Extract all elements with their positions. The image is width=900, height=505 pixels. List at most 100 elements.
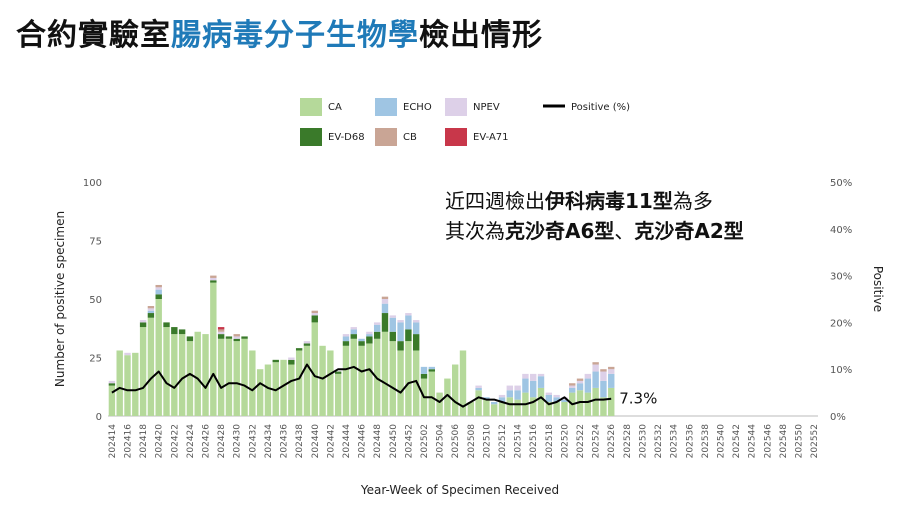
bar-segment-ev-d68 [389,331,396,342]
bar-segment-ca [467,401,475,416]
bar-segment-npev [389,315,396,318]
bar-segment-npev [366,331,373,335]
x-tick-label: 202450 [389,424,399,459]
bar-segment-npev [592,364,599,372]
bar-segment-ev-d68 [334,371,342,374]
chart-annotation: 近四週檢出伊科病毒11型為多 其次為克沙奇A6型、克沙奇A2型 [445,186,744,246]
bar-segment-ev-d68 [366,336,373,344]
bar-segment-ev-d68 [295,348,303,351]
x-tick-label: 202512 [498,424,508,458]
legend-label: EV-D68 [328,132,365,143]
bar-segment-ca [163,327,170,416]
x-tick-label: 202548 [779,424,789,459]
bar-segment-ev-d68 [139,322,147,328]
bar-segment-ev-d68 [163,322,170,328]
y2-tick-label: 50% [830,178,852,189]
bar-segment-echo [608,373,615,388]
bar-segment-npev [576,380,584,384]
bar-segment-echo [155,289,162,295]
bar-segment-ca [600,397,607,416]
x-tick-label: 202550 [795,424,805,459]
bar-segment-ca [389,341,396,416]
bar-segment-ev-d68 [233,338,240,342]
x-tick-label: 202552 [810,424,820,458]
x-tick-label: 202424 [186,424,196,459]
bar-segment-ca [491,404,498,416]
bar-segment-echo [381,303,389,314]
x-tick-label: 202516 [529,424,539,459]
bar-segment-echo [147,310,155,314]
x-tick-label: 202530 [639,424,649,459]
bar-segment-ev-d68 [272,359,279,363]
bar-segment-echo [412,322,420,335]
x-tick-label: 202526 [607,424,617,459]
bar-segment-npev [397,320,404,323]
bar-segment-ca [412,350,420,416]
bar-segment-ev-d68 [225,336,233,339]
x-tick-label: 202448 [373,424,383,459]
bar-segment-ev-d68 [428,369,435,372]
last-value-label: 7.3% [619,390,657,408]
x-tick-label: 202510 [482,424,492,459]
x-tick-label: 202518 [545,424,555,459]
bar-segment-ca [545,401,553,416]
title-part1: 合約實驗室 [16,18,171,53]
bar-segment-npev [108,380,116,384]
x-tick-label: 202446 [358,424,368,459]
y2-tick-label: 10% [830,365,852,376]
x-tick-label: 202414 [108,424,118,459]
annotation-line2: 其次為克沙奇A6型、克沙奇A2型 [445,216,744,246]
bar-segment-cb [608,366,615,370]
legend-swatch [375,128,397,146]
x-tick-label: 202544 [748,424,758,459]
bar-segment-echo [491,401,498,405]
bar-segment-ca [537,387,545,416]
bar-segment-ev-d68 [303,343,311,346]
x-tick-label: 202534 [670,424,680,459]
bar-segment-echo [428,366,435,370]
annotation-line2-bold1: 克沙奇A6型 [505,219,615,243]
x-tick-label: 202536 [685,424,695,459]
bar-segment-npev [569,385,576,388]
bar-segment-npev [584,373,592,379]
bar-segment-cb [210,275,217,278]
x-tick-label: 202422 [170,424,180,458]
bar-segment-ca [108,385,116,416]
bar-segment-ca [147,317,155,416]
bar-segment-npev [342,334,350,337]
annotation-line1-end: 為多 [672,189,713,213]
bar-segment-echo [366,334,373,337]
bar-segment-echo [530,380,537,398]
x-tick-label: 202436 [280,424,290,459]
title-part2: 檢出情形 [419,18,543,53]
bar-segment-ca [155,299,162,416]
bar-segment-npev [553,394,560,398]
bar-segment-echo [592,371,599,388]
bar-segment-ca [459,350,467,416]
bar-segment-npev [498,394,506,398]
bar-segment-ca [334,373,342,416]
x-tick-label: 202426 [202,424,212,459]
bar-segment-cb [147,306,155,309]
x-tick-label: 202506 [451,424,461,459]
annotation-line2-plain: 其次為 [445,219,505,243]
bar-segment-cb [155,284,162,288]
bar-segment-npev [600,371,607,381]
bar-segment-npev [155,287,162,290]
bar-segment-ev-d68 [178,329,186,335]
y2-tick-label: 40% [830,225,852,236]
bar-segment-cb [311,310,318,314]
bar-segment-ev-d68 [381,313,389,332]
bar-segment-ev-d68 [350,334,357,339]
x-tick-label: 202434 [264,424,274,459]
x-tick-label: 202428 [217,424,227,459]
bar-segment-ca [139,327,147,416]
bar-segment-ev-d68 [288,359,295,365]
x-tick-label: 202540 [717,424,727,459]
bar-segment-ca [288,364,295,416]
bar-segment-ca [319,345,326,416]
bar-segment-npev [545,392,553,395]
bar-segment-ca [436,392,443,416]
bar-segment-ca [498,401,506,416]
bar-segment-ca [397,350,404,416]
